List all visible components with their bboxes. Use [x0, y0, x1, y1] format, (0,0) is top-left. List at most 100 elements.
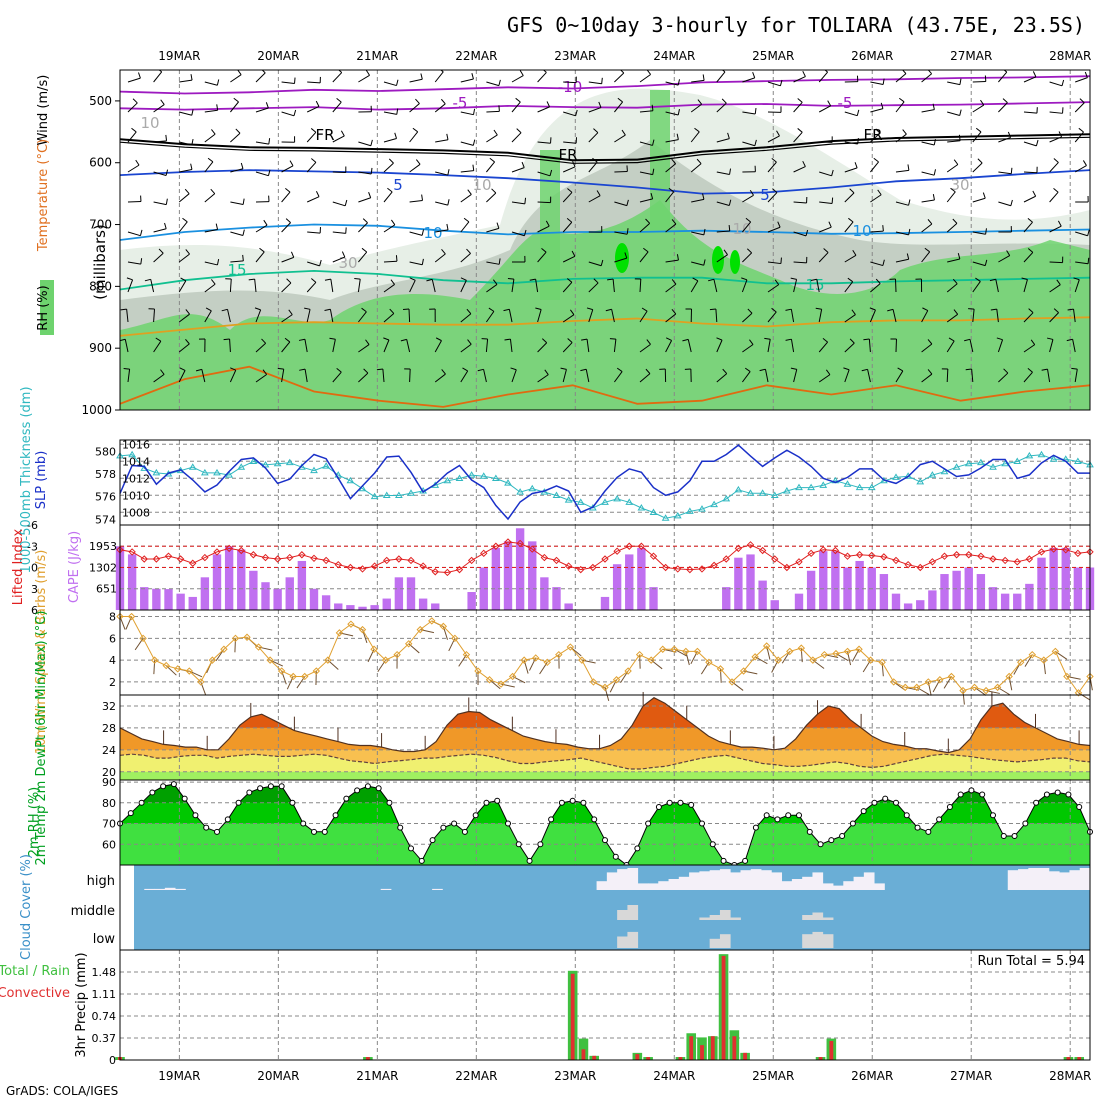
upper-air-panel: -10 -5 -5 FR FR FR 5 5 10 10 15 15 10 10 10 30 30 500 600 7…	[36, 69, 1091, 417]
wind-barb	[255, 251, 265, 263]
lifted-index-marker	[213, 548, 221, 556]
wind-barb	[972, 197, 986, 203]
y-tick-label: 800	[89, 279, 112, 293]
thickness-marker	[964, 459, 973, 467]
wind-barb	[431, 279, 436, 293]
left-y-tick-label: 6	[31, 604, 38, 617]
wind-barb	[588, 81, 602, 85]
wind-barb	[854, 162, 858, 169]
wind-barb	[508, 309, 513, 323]
wind-barb	[486, 261, 500, 265]
cloud-cell	[802, 876, 813, 890]
wind-barb	[722, 368, 728, 374]
cloud-cell	[627, 868, 639, 890]
wind-barb	[185, 249, 190, 255]
cape-bar	[625, 554, 634, 610]
wind-barb	[620, 70, 625, 74]
rh2m-marker	[537, 841, 544, 848]
wind-barb	[723, 249, 728, 255]
lifted-index-marker	[201, 553, 209, 562]
wind-barb	[972, 162, 983, 173]
rh2m-marker	[311, 828, 317, 835]
wind-barb	[709, 308, 716, 311]
wind-barb	[1010, 199, 1013, 206]
rh2m-marker	[785, 812, 792, 819]
rh2m-marker	[149, 789, 156, 796]
wind-barb	[902, 70, 907, 74]
wind-barb	[446, 133, 449, 140]
thickness-marker	[479, 472, 488, 479]
lifted-index-marker	[892, 556, 900, 565]
wind-barb	[426, 278, 433, 282]
wind10m-marker	[739, 667, 748, 675]
wind-barb	[691, 79, 705, 83]
thickness-marker	[710, 500, 719, 508]
panel-frame	[119, 69, 1091, 411]
wind-barb	[1075, 231, 1088, 237]
cape-bar	[491, 547, 501, 610]
wind-barb	[831, 197, 834, 204]
wind-barb	[818, 309, 823, 323]
left-y-tick-label: 0	[31, 562, 38, 575]
cape-bar	[321, 595, 331, 610]
wind-barb	[716, 102, 727, 113]
date-label-bottom: 26MAR	[851, 1069, 893, 1083]
rh2m-marker	[774, 816, 781, 823]
wind-barb	[139, 229, 143, 236]
wind-barb	[562, 281, 573, 293]
wind-barb	[521, 161, 525, 168]
wind-barb	[488, 307, 495, 312]
wind-barb	[190, 163, 193, 170]
wind-barb	[1027, 248, 1034, 253]
wind-barb	[306, 282, 317, 293]
rh-shading: -10 -5 -5 FR FR FR 5 5 10 10 15 15 10 10 10 30 30	[120, 70, 1090, 410]
wind-barb	[921, 373, 933, 383]
cape-bar	[1049, 547, 1058, 610]
wind-barb	[434, 253, 446, 263]
wind-barb	[990, 308, 997, 311]
wind-barb	[588, 107, 602, 113]
cloud-cell	[1007, 870, 1019, 890]
thickness-marker	[734, 485, 743, 493]
left-y-tick-label: 578	[95, 468, 116, 481]
rh2m-panel: 60 70 80 90 2m RH (%)	[27, 776, 1093, 868]
wind-barb	[703, 259, 706, 266]
wind-barb	[153, 308, 156, 323]
wind-barb	[471, 73, 474, 80]
cape-bar	[916, 600, 925, 610]
wind10m-marker	[289, 672, 297, 681]
wind-barb	[980, 99, 985, 106]
wind-barb	[396, 79, 399, 86]
rh2m-marker	[257, 785, 264, 792]
cape-bar	[952, 570, 961, 610]
wind-barb	[460, 78, 474, 83]
wind-barb	[434, 373, 446, 383]
wind-barb	[585, 369, 590, 383]
wind-barb	[816, 279, 820, 293]
wind-barb	[435, 229, 449, 233]
wind-barb	[851, 309, 856, 315]
lifted-index-marker	[225, 544, 233, 553]
wind-barb	[179, 141, 192, 146]
rh2m-marker	[612, 853, 619, 860]
rh2m-marker	[742, 857, 749, 864]
wind-barb	[996, 337, 1003, 341]
cape-bar	[1000, 593, 1010, 610]
lifted-index-marker	[722, 555, 730, 563]
cape-bar	[540, 577, 549, 610]
precip-convective-bar	[1077, 1057, 1082, 1060]
rh2m-marker	[569, 797, 576, 804]
wind-barb	[230, 201, 244, 206]
lifted-index-marker	[358, 565, 367, 573]
wind-barb	[263, 219, 268, 226]
wind-barb	[229, 338, 231, 353]
wind-barb	[742, 221, 752, 233]
wind-barb	[299, 368, 306, 371]
lifted-index-marker	[395, 555, 403, 563]
wind-barb	[1030, 339, 1036, 345]
cape-bar	[940, 574, 949, 610]
contour-label: 10	[732, 220, 751, 238]
wind-barb	[230, 101, 239, 113]
rh2m-marker	[666, 799, 673, 806]
wind-barb	[1079, 98, 1085, 104]
